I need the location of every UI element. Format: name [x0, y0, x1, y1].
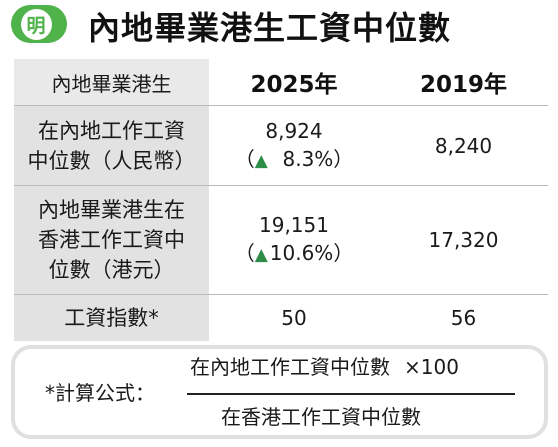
value-2025: 8,924 （▲ 8.3%）	[209, 106, 379, 185]
value-number: 19,151	[259, 213, 329, 237]
newspaper-logo: 明	[11, 5, 67, 43]
table-row: 內地畢業港生在 香港工作工資中 位數（港元） 19,151 （▲ 10.6%） 1…	[14, 186, 548, 294]
formula-box: *計算公式： 在內地工作工資中位數 ×100 在香港工作工資中位數	[11, 345, 548, 439]
row-label: 在內地工作工資 中位數（人民幣）	[14, 106, 209, 185]
row-label-line: 中位數（人民幣）	[27, 148, 196, 173]
up-arrow-icon: ▲	[254, 245, 268, 265]
value-2019: 56	[379, 295, 548, 341]
row-label-line: 香港工作工資中	[38, 228, 185, 252]
value-number: 8,924	[265, 118, 323, 143]
row-label: 內地畢業港生在 香港工作工資中 位數（港元）	[14, 186, 209, 294]
salary-table: 內地畢業港生 2025年 2019年 在內地工作工資 中位數（人民幣） 8,92…	[14, 59, 548, 341]
value-2025: 19,151 （▲ 10.6%）	[209, 186, 379, 294]
value-2019: 8,240	[379, 106, 548, 185]
up-arrow-icon: ▲	[254, 150, 268, 171]
table-row: 在內地工作工資 中位數（人民幣） 8,924 （▲ 8.3%） 8,240	[14, 106, 548, 185]
value-change: （▲ 8.3%）	[234, 146, 354, 171]
logo-char: 明	[20, 8, 52, 40]
row-label: 工資指數*	[14, 295, 209, 341]
header-year-2025: 2025年	[250, 72, 338, 98]
page-title: 內地畢業港生工資中位數	[88, 9, 452, 47]
formula-denominator: 在香港工作工資中位數	[221, 405, 421, 429]
formula-multiplier: ×100	[404, 355, 459, 379]
table-row: 工資指數* 50 56	[14, 295, 548, 341]
row-label-line: 工資指數*	[64, 306, 159, 330]
header-label: 內地畢業港生	[14, 59, 209, 105]
divider	[14, 105, 548, 106]
row-label-line: 內地畢業港生在	[38, 198, 185, 222]
table-header-row: 內地畢業港生 2025年 2019年	[14, 59, 548, 105]
value-2019: 17,320	[379, 186, 548, 294]
formula-numerator: 在內地工作工資中位數 ×100	[190, 355, 459, 379]
divider	[14, 294, 548, 295]
value-change: （▲ 10.6%）	[234, 241, 354, 265]
fraction-line	[187, 393, 515, 395]
header: 明 內地畢業港生工資中位數	[0, 0, 558, 50]
formula-label: *計算公式：	[45, 381, 155, 405]
header-year-2019: 2019年	[419, 72, 507, 98]
row-label-line: 在內地工作工資	[38, 118, 185, 143]
divider	[14, 185, 548, 186]
value-2025: 50	[209, 295, 379, 341]
row-label-line: 位數（港元）	[48, 258, 175, 282]
